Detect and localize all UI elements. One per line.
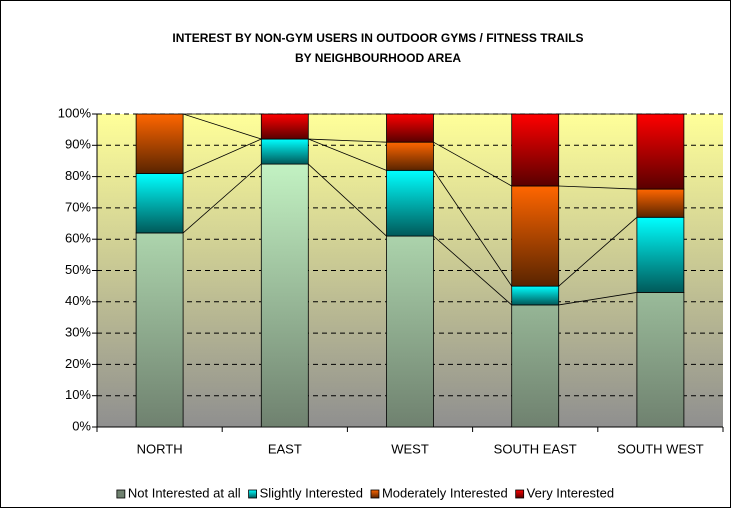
bar-segment	[636, 188, 685, 218]
y-tick-label: 10%	[65, 387, 91, 402]
legend-label: Not Interested at all	[128, 485, 241, 500]
bar-segment	[511, 113, 560, 187]
bar-segment	[135, 232, 184, 428]
series-line	[558, 216, 638, 287]
bar-segment	[135, 113, 184, 174]
y-tick-label: 50%	[65, 262, 91, 277]
x-tick-label: EAST	[268, 441, 302, 456]
bar-segment	[511, 285, 560, 306]
bar-segment	[135, 173, 184, 234]
y-tick-label: 40%	[65, 293, 91, 308]
y-tick-label: 90%	[65, 137, 91, 152]
legend-swatch	[248, 489, 258, 499]
legend-label: Very Interested	[527, 485, 614, 500]
series-line	[182, 138, 262, 174]
series-line	[308, 163, 387, 237]
bar-segment	[386, 141, 434, 171]
bar-segment	[511, 304, 560, 428]
bar-segment	[386, 235, 434, 428]
y-tick-label: 100%	[58, 105, 92, 120]
y-tick-label: 80%	[65, 168, 91, 183]
series-line	[182, 113, 262, 140]
series-line	[308, 138, 387, 171]
chart-title: INTEREST BY NON-GYM USERS IN OUTDOOR GYM…	[172, 31, 583, 45]
legend-swatch	[370, 489, 380, 499]
bar-segment	[636, 216, 685, 293]
series-line	[433, 141, 512, 187]
y-tick-label: 70%	[65, 199, 91, 214]
legend-swatch	[515, 489, 525, 499]
bar-segment	[636, 292, 685, 428]
series-line	[433, 170, 513, 287]
series-line	[558, 185, 637, 190]
legend-label: Moderately Interested	[382, 485, 508, 500]
bar-segment	[260, 163, 309, 428]
bar-segment	[636, 113, 685, 190]
bar-segment	[386, 169, 434, 237]
bar-segment	[260, 138, 309, 165]
series-line	[558, 292, 637, 306]
bar-segment	[386, 113, 434, 143]
series-line	[182, 163, 262, 234]
x-tick-label: WEST	[391, 441, 429, 456]
y-tick-label: 30%	[65, 325, 91, 340]
series-line	[308, 138, 387, 143]
x-tick-label: NORTH	[137, 441, 183, 456]
legend-label: Slightly Interested	[260, 485, 363, 500]
x-tick-label: SOUTH WEST	[617, 441, 704, 456]
legend-swatch	[116, 489, 126, 499]
y-tick-label: 20%	[65, 356, 91, 371]
chart-subtitle: BY NEIGHBOURHOOD AREA	[295, 51, 461, 65]
x-tick-label: SOUTH EAST	[494, 441, 577, 456]
y-tick-label: 60%	[65, 231, 91, 246]
bar-segment	[511, 185, 560, 287]
series-line	[433, 235, 512, 306]
y-tick-label: 0%	[72, 418, 91, 433]
bar-segment	[260, 113, 309, 140]
